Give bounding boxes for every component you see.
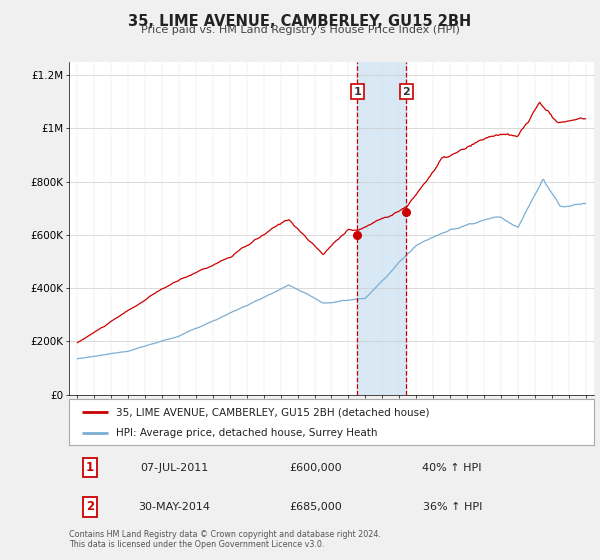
Text: 1: 1 — [353, 87, 361, 96]
Text: 07-JUL-2011: 07-JUL-2011 — [140, 463, 208, 473]
Text: 1: 1 — [86, 461, 94, 474]
Text: Contains HM Land Registry data © Crown copyright and database right 2024.: Contains HM Land Registry data © Crown c… — [69, 530, 381, 539]
Text: £685,000: £685,000 — [289, 502, 342, 512]
Text: 30-MAY-2014: 30-MAY-2014 — [138, 502, 210, 512]
Text: £600,000: £600,000 — [289, 463, 342, 473]
Text: HPI: Average price, detached house, Surrey Heath: HPI: Average price, detached house, Surr… — [116, 428, 378, 438]
Text: 2: 2 — [86, 500, 94, 514]
Text: 35, LIME AVENUE, CAMBERLEY, GU15 2BH (detached house): 35, LIME AVENUE, CAMBERLEY, GU15 2BH (de… — [116, 407, 430, 417]
Text: 36% ↑ HPI: 36% ↑ HPI — [422, 502, 482, 512]
Text: 40% ↑ HPI: 40% ↑ HPI — [422, 463, 482, 473]
Text: Price paid vs. HM Land Registry's House Price Index (HPI): Price paid vs. HM Land Registry's House … — [140, 25, 460, 35]
Text: 2: 2 — [403, 87, 410, 96]
Text: 35, LIME AVENUE, CAMBERLEY, GU15 2BH: 35, LIME AVENUE, CAMBERLEY, GU15 2BH — [128, 14, 472, 29]
Text: This data is licensed under the Open Government Licence v3.0.: This data is licensed under the Open Gov… — [69, 540, 325, 549]
Bar — [357, 62, 406, 395]
